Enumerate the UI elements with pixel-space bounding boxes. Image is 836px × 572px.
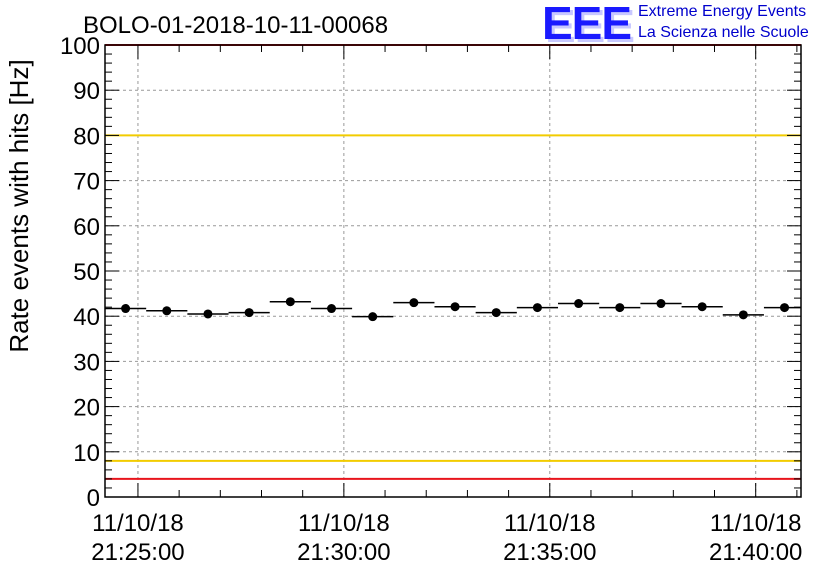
x-tick-label-date: 11/10/18	[504, 510, 596, 537]
x-tick-label-time: 21:25:00	[91, 539, 184, 566]
y-tick-label: 0	[87, 485, 100, 512]
y-tick-label: 100	[60, 33, 100, 60]
logo-line-2: La Scienza nelle Scuole	[638, 24, 809, 41]
y-tick-label: 30	[73, 349, 100, 376]
y-tick-label: 80	[73, 123, 100, 150]
data-point	[532, 303, 542, 313]
data-points	[105, 297, 801, 322]
eee-logo-mark: EEE	[542, 0, 632, 49]
axes: 010203040506070809010011/10/1821:25:0011…	[60, 33, 802, 566]
x-tick-label-time: 21:40:00	[709, 539, 802, 566]
y-axis-label: Rate events with hits [Hz]	[4, 59, 34, 352]
data-point	[738, 310, 748, 320]
data-point	[450, 302, 460, 312]
y-tick-label: 50	[73, 259, 100, 286]
data-point	[409, 298, 419, 308]
x-tick-label-date: 11/10/18	[710, 510, 802, 537]
x-tick-label-time: 21:30:00	[297, 539, 390, 566]
y-tick-label: 90	[73, 78, 100, 105]
y-tick-label: 60	[73, 214, 100, 241]
data-point	[656, 299, 666, 309]
data-point	[368, 312, 378, 322]
chart-title: BOLO-01-2018-10-11-00068	[83, 12, 388, 39]
data-point	[491, 308, 501, 318]
data-point	[244, 308, 254, 318]
y-tick-label: 40	[73, 304, 100, 331]
y-tick-label: 10	[73, 440, 100, 467]
data-point	[121, 304, 131, 314]
x-tick-label-date: 11/10/18	[92, 510, 184, 537]
data-point	[285, 297, 295, 307]
threshold-lines	[105, 44, 801, 480]
data-point	[615, 303, 625, 313]
y-tick-label: 20	[73, 395, 100, 422]
grid-lines	[105, 45, 801, 497]
data-point	[162, 306, 172, 316]
y-tick-label: 70	[73, 169, 100, 196]
data-point	[574, 299, 584, 309]
x-tick-label-date: 11/10/18	[298, 510, 390, 537]
data-point	[697, 302, 707, 312]
x-tick-label-time: 21:35:00	[503, 539, 596, 566]
logo-line-1: Extreme Energy Events	[638, 3, 807, 20]
data-point	[203, 309, 213, 319]
data-point	[327, 304, 337, 314]
data-point	[780, 303, 790, 313]
